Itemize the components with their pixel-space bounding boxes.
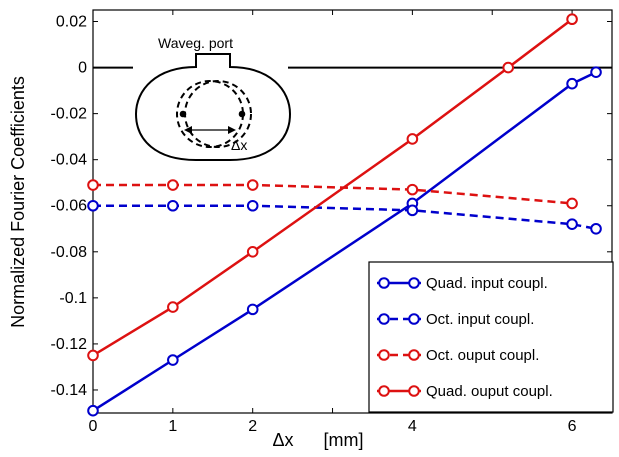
legend-swatch-marker (378, 313, 390, 325)
legend-entry: Quad. ouput coupl. (377, 383, 553, 400)
data-point (406, 183, 419, 196)
legend-label: Quad. ouput coupl. (426, 383, 553, 400)
data-point (406, 133, 419, 145)
series-3 (87, 13, 578, 362)
legend-entry: Quad. input coupl. (377, 275, 548, 292)
x-tick-label: 6 (568, 418, 577, 435)
data-point (590, 66, 602, 78)
series-2 (87, 179, 578, 210)
legend-box (368, 261, 614, 413)
data-point (87, 349, 99, 362)
legend-label: Oct. input coupl. (426, 311, 534, 328)
legend-swatch-marker (408, 349, 420, 361)
data-point (566, 13, 578, 26)
x-tick-label: 2 (248, 418, 257, 435)
waveguide-port-label: Waveg. port (158, 35, 233, 51)
x-tick-label: 1 (168, 418, 177, 435)
data-point (167, 199, 179, 212)
legend-swatch-marker (408, 385, 420, 397)
cavity-outline (134, 53, 292, 161)
legend-swatch-marker (378, 385, 390, 397)
data-point (87, 199, 99, 212)
legend-swatch-marker (408, 313, 420, 325)
y-axis-label: Normalized Fourier Coefficients (8, 76, 28, 328)
legend-entry: Oct. ouput coupl. (377, 347, 539, 364)
data-point (590, 222, 602, 235)
y-tick-label: -0.02 (51, 106, 88, 123)
legend-label: Oct. ouput coupl. (426, 347, 539, 364)
x-tick-label: 0 (89, 418, 98, 435)
data-point (406, 204, 419, 217)
dx-arrow-head-right (228, 126, 236, 134)
y-tick-label: -0.1 (59, 290, 87, 307)
series-0 (87, 66, 602, 417)
legend-label: Quad. input coupl. (426, 275, 548, 292)
series-1 (87, 199, 602, 235)
x-tick-label: 4 (408, 418, 417, 435)
legend-swatch-marker (378, 277, 390, 289)
data-point (87, 179, 99, 191)
dx-arrow-head-left (184, 126, 192, 134)
center-dot-right (238, 110, 246, 118)
series-layer (87, 13, 602, 417)
data-point (87, 404, 99, 417)
y-tick-label: -0.14 (51, 382, 88, 399)
data-point (246, 199, 259, 212)
legend-entry: Oct. input coupl. (377, 311, 534, 328)
center-dot-left (179, 110, 187, 118)
data-point (167, 354, 179, 366)
data-point (246, 179, 259, 191)
legend: Quad. input coupl. Oct. input coupl. Oct. … (368, 261, 614, 413)
inset-dx-label: Δx (231, 137, 247, 153)
y-tick-label: -0.12 (51, 336, 88, 353)
legend-swatch-marker (378, 349, 390, 361)
data-point (502, 61, 515, 74)
x-axis-label: Δx [mm] (272, 430, 363, 450)
legend-swatch-marker (408, 277, 420, 289)
y-tick-label: -0.08 (51, 244, 88, 261)
y-tick-label: -0.06 (51, 198, 88, 215)
data-point (167, 301, 179, 313)
data-point (566, 77, 578, 90)
y-tick-label: 0 (78, 60, 87, 77)
y-tick-label: 0.02 (56, 14, 87, 31)
geometry-inset: Waveg. port Δx (133, 35, 292, 161)
y-tick-label: -0.04 (51, 152, 88, 169)
series-line (92, 18, 573, 357)
data-point (566, 197, 578, 210)
data-point (246, 246, 259, 258)
data-point (566, 218, 578, 230)
data-point (246, 303, 259, 316)
data-point (167, 179, 179, 191)
